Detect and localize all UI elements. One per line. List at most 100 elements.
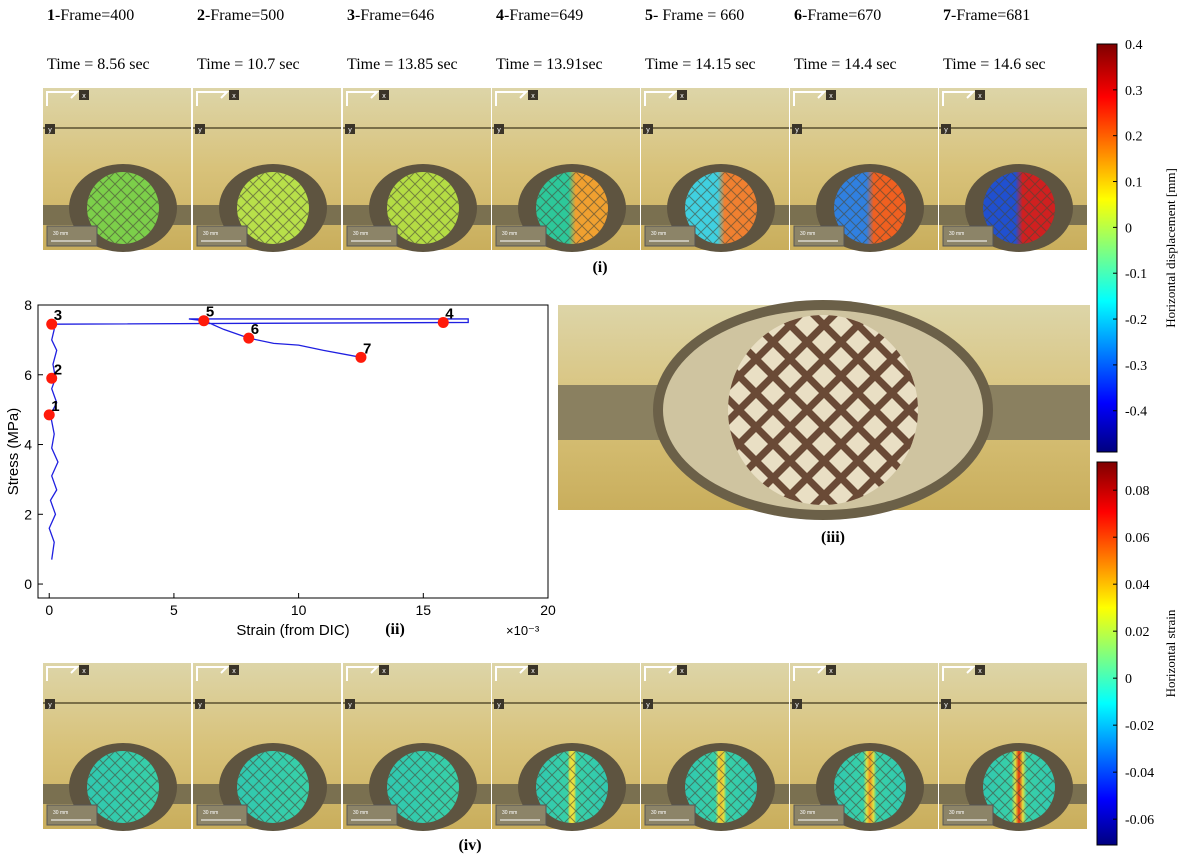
frame-time: Time = 14.15 sec (645, 56, 756, 73)
mark-x: x (829, 93, 833, 100)
y-tick-label: 6 (24, 367, 32, 383)
mark-y: y (795, 702, 799, 709)
frame-number: -Frame=646 (355, 7, 434, 24)
scale-text: 30 mm (203, 810, 218, 816)
frame-number: -Frame=500 (205, 7, 284, 24)
colorbar-tick-label: -0.04 (1125, 766, 1154, 781)
panel-label: (ii) (385, 621, 405, 638)
panel-label: (iv) (458, 837, 481, 854)
colorbar-tick-label: -0.02 (1125, 719, 1154, 734)
x-tick-label: 0 (45, 602, 53, 618)
scale-text: 30 mm (800, 810, 815, 816)
frame-id: 4 (496, 7, 504, 24)
colorbar-tick-label: -0.4 (1125, 405, 1147, 420)
x-tick-label: 20 (540, 602, 556, 618)
colorbar-tick-label: 0 (1125, 221, 1132, 236)
frame-label: 5- Frame = 660 (645, 7, 744, 24)
mark-x: x (531, 668, 535, 675)
colorbar (1097, 462, 1117, 845)
colorbar-tick-label: 0.1 (1125, 176, 1143, 191)
point-label: 1 (51, 398, 59, 415)
colorbar-tick-label: 0.08 (1125, 484, 1150, 499)
field (237, 172, 309, 244)
colorbar-tick-label: 0.06 (1125, 531, 1150, 546)
frame-label: 1-Frame=400 (47, 7, 134, 24)
mark-x: x (829, 668, 833, 675)
field (536, 751, 608, 823)
figure: (i) (ii) (iii) (iv) 1-Frame=400Time = 8.… (0, 0, 1185, 859)
colorbar-tick-label: 0.02 (1125, 625, 1150, 640)
scale-text: 30 mm (949, 810, 964, 816)
scale-text: 30 mm (353, 810, 368, 816)
frame-label: 4-Frame=649 (496, 7, 583, 24)
mark-y: y (795, 127, 799, 134)
frame-label: 6-Frame=670 (794, 7, 881, 24)
frame-number: -Frame=649 (504, 7, 583, 24)
field (536, 172, 608, 244)
colorbar-tick-label: 0.04 (1125, 578, 1150, 593)
mark-x: x (978, 93, 982, 100)
field (387, 172, 459, 244)
frame-number: - Frame = 660 (653, 7, 744, 24)
field (387, 751, 459, 823)
y-axis-label: Stress (MPa) (5, 408, 22, 496)
mark-y: y (497, 127, 501, 134)
frame-id: 7 (943, 7, 951, 24)
mark-y: y (944, 127, 948, 134)
scale-text: 30 mm (203, 231, 218, 237)
mark-x: x (978, 668, 982, 675)
frame-label: 7-Frame=681 (943, 7, 1030, 24)
mark-x: x (382, 668, 386, 675)
colorbar-label: Horizontal displacement [mm] (1163, 168, 1178, 328)
mark-y: y (944, 702, 948, 709)
frame-id: 1 (47, 7, 55, 24)
colorbar-label: Horizontal strain (1163, 609, 1178, 697)
frame-number: -Frame=681 (951, 7, 1030, 24)
field (685, 751, 757, 823)
field (983, 172, 1055, 244)
colorbar-tick-label: 0.2 (1125, 130, 1143, 145)
scale-text: 30 mm (800, 231, 815, 237)
colorbar (1097, 44, 1117, 452)
mark-y: y (198, 127, 202, 134)
scale-text: 30 mm (502, 231, 517, 237)
scale-text: 30 mm (53, 810, 68, 816)
point-label: 5 (206, 304, 214, 321)
x-multiplier: ×10⁻³ (506, 623, 540, 638)
scale-text: 30 mm (949, 231, 964, 237)
mark-x: x (82, 668, 86, 675)
x-tick-label: 10 (291, 602, 307, 618)
mark-x: x (531, 93, 535, 100)
frame-label: 3-Frame=646 (347, 7, 434, 24)
colorbar-tick-label: 0.4 (1125, 38, 1143, 53)
field (834, 751, 906, 823)
mark-y: y (348, 702, 352, 709)
mark-y: y (497, 702, 501, 709)
point-label: 4 (445, 305, 454, 322)
field (834, 172, 906, 244)
frame-number: -Frame=670 (802, 7, 881, 24)
x-axis-label: Strain (from DIC) (236, 622, 349, 639)
point-label: 6 (251, 321, 259, 338)
field (87, 751, 159, 823)
frame-time: Time = 8.56 sec (47, 56, 150, 73)
scale-text: 30 mm (502, 810, 517, 816)
y-tick-label: 4 (24, 437, 32, 453)
mark-x: x (82, 93, 86, 100)
panel-label: (iii) (821, 529, 845, 546)
y-tick-label: 0 (24, 576, 32, 592)
colorbar-tick-label: 0.3 (1125, 84, 1143, 99)
mark-x: x (680, 668, 684, 675)
frame-time: Time = 10.7 sec (197, 56, 300, 73)
frame-label: 2-Frame=500 (197, 7, 284, 24)
scale-text: 30 mm (651, 231, 666, 237)
x-tick-label: 15 (416, 602, 432, 618)
frame-time: Time = 14.6 sec (943, 56, 1046, 73)
mark-x: x (680, 93, 684, 100)
mark-x: x (232, 93, 236, 100)
mark-y: y (646, 702, 650, 709)
field (983, 751, 1055, 823)
plot-area (38, 305, 548, 598)
frame-id: 2 (197, 7, 205, 24)
mark-y: y (48, 702, 52, 709)
